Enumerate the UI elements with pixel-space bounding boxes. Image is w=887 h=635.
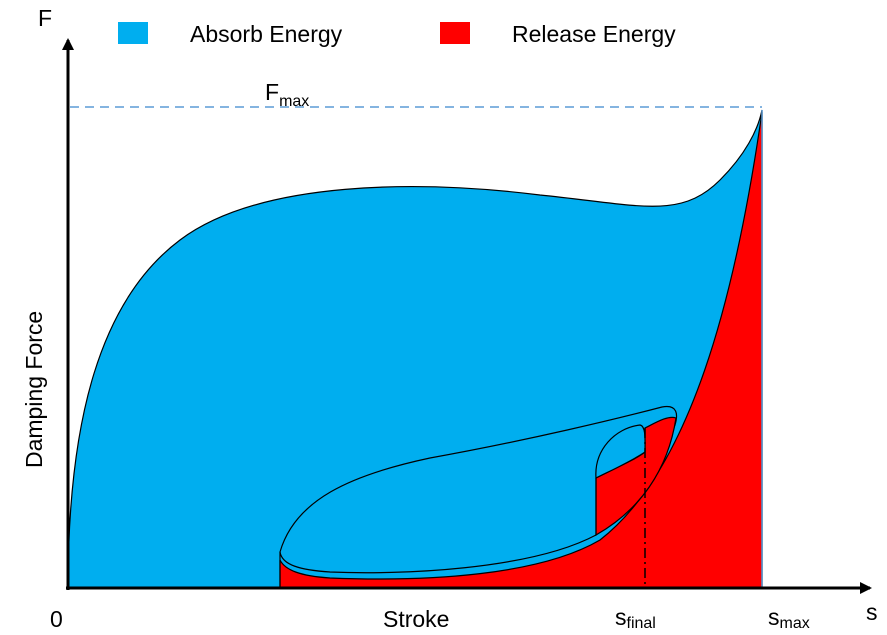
legend-label: Release Energy: [512, 21, 676, 47]
fmax-label: Fmax: [265, 79, 309, 110]
legend-swatch-release: [440, 22, 470, 44]
x-label: Stroke: [383, 606, 449, 632]
y-symbol: F: [38, 5, 52, 31]
inner-absorb-lobe: [595, 424, 646, 479]
sfinal-label: sfinal: [615, 604, 656, 632]
y-label: Damping Force: [21, 311, 47, 468]
smax-label: smax: [768, 604, 810, 632]
x-symbol: s: [866, 599, 878, 625]
legend-swatch-absorb: [118, 22, 148, 44]
legend-label: Absorb Energy: [190, 21, 343, 47]
release-area: [279, 111, 763, 589]
origin-label: 0: [50, 606, 63, 632]
